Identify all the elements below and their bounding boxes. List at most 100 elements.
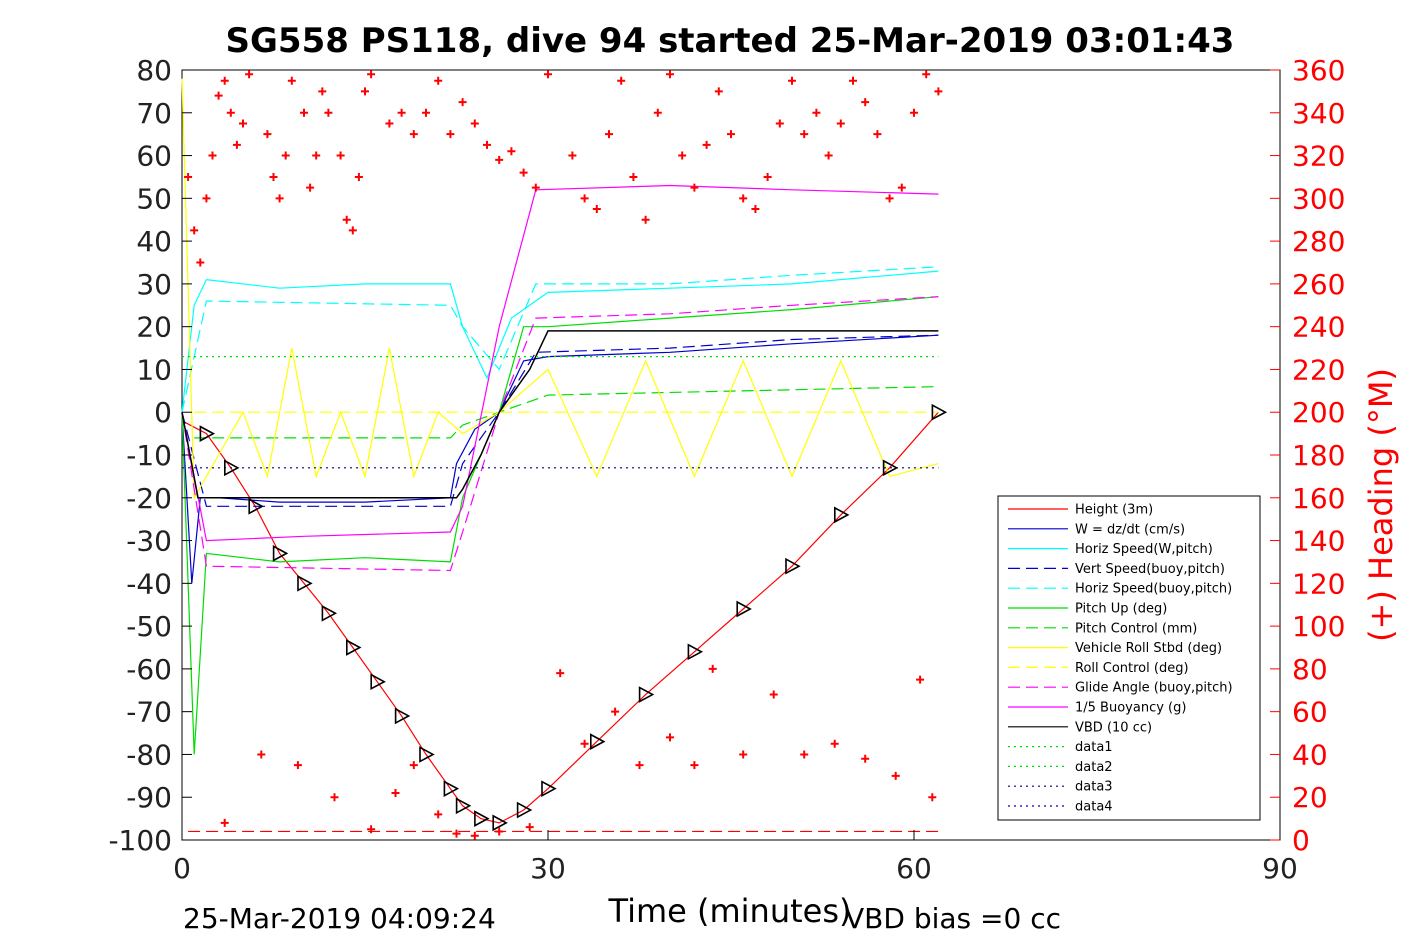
ticks-layer: 80706050403020100-10-20-30-40-50-60-70-8… [108, 54, 1345, 885]
heading-point [653, 108, 662, 117]
legend-label-pitch-up-deg: Pitch Up (deg) [1075, 602, 1167, 617]
y2-tick-label: 320 [1292, 140, 1345, 173]
heading-point [330, 793, 339, 802]
heading-point [830, 739, 839, 748]
heading-point [434, 76, 443, 85]
heading-point [708, 664, 717, 673]
heading-point [861, 754, 870, 763]
heading-point [190, 226, 199, 235]
y2-tick-label: 20 [1292, 781, 1328, 814]
legend-label-data1: data1 [1075, 740, 1113, 755]
height-marker [224, 459, 240, 477]
heading-point [800, 130, 809, 139]
x-tick-label: 30 [530, 852, 566, 885]
heading-point [239, 119, 247, 128]
heading-point [312, 151, 321, 160]
heading-point [556, 669, 565, 678]
heading-point [483, 140, 491, 149]
height-marker [736, 600, 752, 618]
heading-point [690, 183, 699, 192]
heading-point [849, 76, 857, 85]
heading-point [214, 91, 223, 100]
heading-point [245, 70, 254, 79]
height-marker [272, 545, 289, 562]
legend-label-vehicle-roll-stbd-deg: Vehicle Roll Stbd (deg) [1075, 641, 1222, 656]
y-tick-label: 20 [136, 311, 172, 344]
y2-tick-label: 120 [1292, 567, 1345, 600]
heading-point [666, 70, 674, 79]
y-tick-label: -100 [108, 824, 172, 857]
heading-point [580, 194, 589, 203]
heading-point [788, 76, 796, 85]
heading-point [422, 108, 430, 117]
footer-vbd-bias: VBD bias =0 cc [845, 902, 1061, 935]
heading-point [434, 810, 443, 819]
heading-point [385, 119, 394, 128]
series-line-horiz-speed-buoy-pitch [181, 266, 939, 413]
heading-point [812, 108, 821, 117]
heading-point [928, 793, 937, 802]
y2-tick-label: 360 [1292, 54, 1345, 87]
heading-point [605, 130, 613, 139]
heading-point [324, 108, 333, 117]
height-marker [474, 810, 490, 827]
y2-tick-label: 180 [1292, 439, 1345, 472]
heading-point [690, 761, 699, 770]
heading-point [714, 87, 723, 96]
heading-point [208, 151, 217, 160]
legend-label-w-dz-dt-cm-s: W = dz/dt (cm/s) [1075, 522, 1185, 537]
height-marker [248, 497, 264, 515]
legend-label-pitch-control-mm: Pitch Control (mm) [1075, 621, 1197, 636]
height-marker [785, 557, 801, 575]
heading-point [269, 172, 278, 181]
heading-point [281, 151, 290, 160]
y-tick-label: -20 [126, 482, 172, 515]
heading-point [220, 818, 229, 827]
heading-point [617, 76, 626, 85]
heading-point [263, 130, 272, 139]
y2-tick-label: 340 [1292, 97, 1345, 130]
y-tick-label: -30 [126, 525, 172, 558]
legend-label-glide-angle-buoy-pitch: Glide Angle (buoy,pitch) [1075, 681, 1233, 696]
height-marker [833, 506, 850, 524]
y2-tick-label: 260 [1292, 268, 1345, 301]
legend-label-vbd-10-cc: VBD (10 cc) [1075, 720, 1152, 735]
heading-point [507, 147, 516, 156]
height-marker [931, 403, 948, 421]
heading-layer [184, 70, 943, 840]
heading-point [409, 130, 418, 139]
legend-label-roll-control-deg: Roll Control (deg) [1075, 661, 1189, 676]
y-tick-label: 10 [136, 353, 172, 386]
heading-point [800, 750, 809, 759]
legend-label-vert-speed-buoy-pitch: Vert Speed(buoy,pitch) [1075, 562, 1225, 577]
heading-point [348, 226, 357, 235]
height-marker [492, 814, 508, 832]
legend-label-data2: data2 [1075, 760, 1113, 775]
heading-point [519, 168, 528, 177]
y-tick-label: -80 [126, 738, 172, 771]
y-tick-label: 80 [136, 54, 172, 87]
y2-tick-label: 60 [1292, 696, 1328, 729]
heading-point [306, 183, 315, 192]
heading-point [367, 70, 376, 79]
heading-point [525, 823, 534, 832]
y-tick-label: -70 [126, 696, 172, 729]
heading-point [196, 258, 205, 267]
heading-point [910, 108, 918, 117]
y2-tick-label: 300 [1292, 182, 1345, 215]
height-marker [370, 673, 386, 691]
y-tick-label: 0 [154, 396, 172, 429]
heading-point [409, 761, 418, 770]
heading-point [891, 771, 900, 780]
heading-point [641, 215, 650, 224]
height-marker [394, 707, 411, 725]
chart-title: SG558 PS118, dive 94 started 25-Mar-2019… [226, 21, 1235, 61]
heading-point [232, 140, 241, 149]
y2-tick-label: 160 [1292, 482, 1345, 515]
height-marker [345, 639, 362, 656]
y-tick-label: 70 [136, 97, 172, 130]
y-tick-label: -40 [126, 567, 172, 600]
heading-point [275, 194, 284, 203]
legend-label-data4: data4 [1075, 800, 1113, 815]
